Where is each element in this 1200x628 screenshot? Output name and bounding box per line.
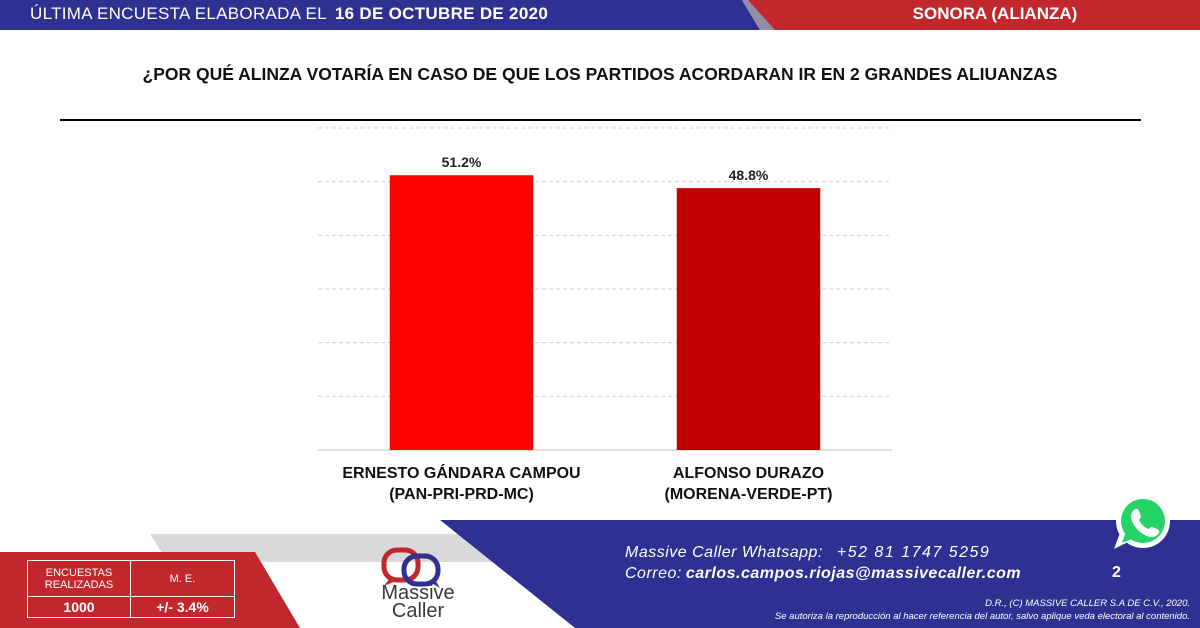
contact-whatsapp: Massive Caller Whatsapp: +52 81 1747 5259 — [625, 544, 990, 562]
page-number: 2 — [1112, 564, 1121, 581]
bar-2 — [676, 188, 821, 450]
category-label-1-line-2: (PAN-PRI-PRD-MC) — [389, 486, 534, 503]
email-link[interactable]: carlos.campos.riojas@massivecaller.com — [685, 565, 1022, 582]
whatsapp-icon[interactable] — [1100, 493, 1186, 553]
logo-text-massive: Massive — [381, 582, 455, 604]
header-survey-date: ÚLTIMA ENCUESTA ELABORADA EL 16 DE OCTUBR… — [30, 4, 548, 26]
whatsapp-phone[interactable]: +52 81 1747 5259 — [836, 544, 991, 561]
logo-text-caller: Caller — [391, 600, 445, 622]
page-title: ¿POR QUÉ ALINZA VOTARÍA EN CASO DE QUE L… — [142, 64, 1058, 84]
surveys-value: 1000 — [28, 597, 131, 617]
category-label-2-line-2: (MORENA-VERDE-PT) — [665, 486, 833, 503]
category-label-1-line-1: ERNESTO GÁNDARA CAMPOU — [342, 463, 580, 482]
header-bar — [0, 0, 1200, 30]
title-divider — [60, 119, 1141, 121]
legal-notice: Se autoriza la reproducción al hacer ref… — [774, 611, 1190, 622]
contact-email: Correo: carlos.campos.riojas@massivecalle… — [625, 565, 1021, 583]
header-region: SONORA (ALIANZA) — [912, 4, 1078, 23]
data-label-1: 51.2% — [442, 154, 482, 170]
massive-caller-logo — [381, 547, 441, 588]
surveys-label-line2: REALIZADAS — [44, 578, 114, 591]
data-label-2: 48.8% — [729, 167, 769, 183]
header-date: 16 DE OCTUBRE DE 2020 — [334, 4, 549, 23]
header-left-text: ÚLTIMA ENCUESTA ELABORADA EL — [30, 4, 327, 23]
bar-chart: 51.2% ERNESTO GÁNDARA CAMPOU (PAN-PRI-PRD-… — [318, 127, 892, 503]
surveys-label-line1: ENCUESTAS — [45, 566, 113, 579]
bar-1 — [389, 175, 534, 450]
margin-label: M. E. — [131, 561, 234, 597]
legal-copyright: D.R., (C) MASSIVE CALLER S.A DE C.V., 20… — [985, 598, 1190, 609]
survey-stats-table: ENCUESTAS REALIZADAS M. E. 1000 +/- 3.4% — [27, 560, 235, 618]
footer-background — [0, 518, 1200, 628]
whatsapp-label: Massive Caller Whatsapp: — [625, 544, 823, 561]
category-label-2-line-1: ALFONSO DURAZO — [673, 465, 824, 482]
email-label: Correo: — [625, 565, 682, 582]
surveys-label: ENCUESTAS REALIZADAS — [28, 561, 131, 597]
margin-value: +/- 3.4% — [156, 599, 209, 615]
